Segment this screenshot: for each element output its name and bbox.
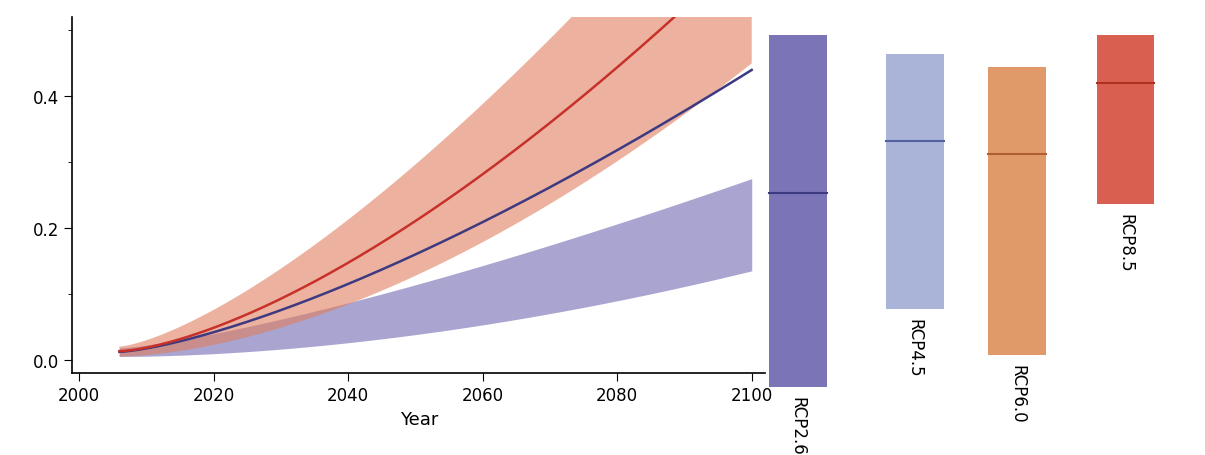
Bar — [988, 68, 1046, 355]
Text: RCP2.6: RCP2.6 — [789, 396, 806, 455]
Bar — [1097, 36, 1154, 205]
Bar — [886, 55, 944, 309]
Text: RCP8.5: RCP8.5 — [1117, 214, 1134, 273]
Text: RCP4.5: RCP4.5 — [906, 318, 923, 377]
X-axis label: Year: Year — [400, 410, 437, 428]
Text: RCP6.0: RCP6.0 — [1009, 364, 1025, 423]
Bar — [769, 36, 827, 387]
